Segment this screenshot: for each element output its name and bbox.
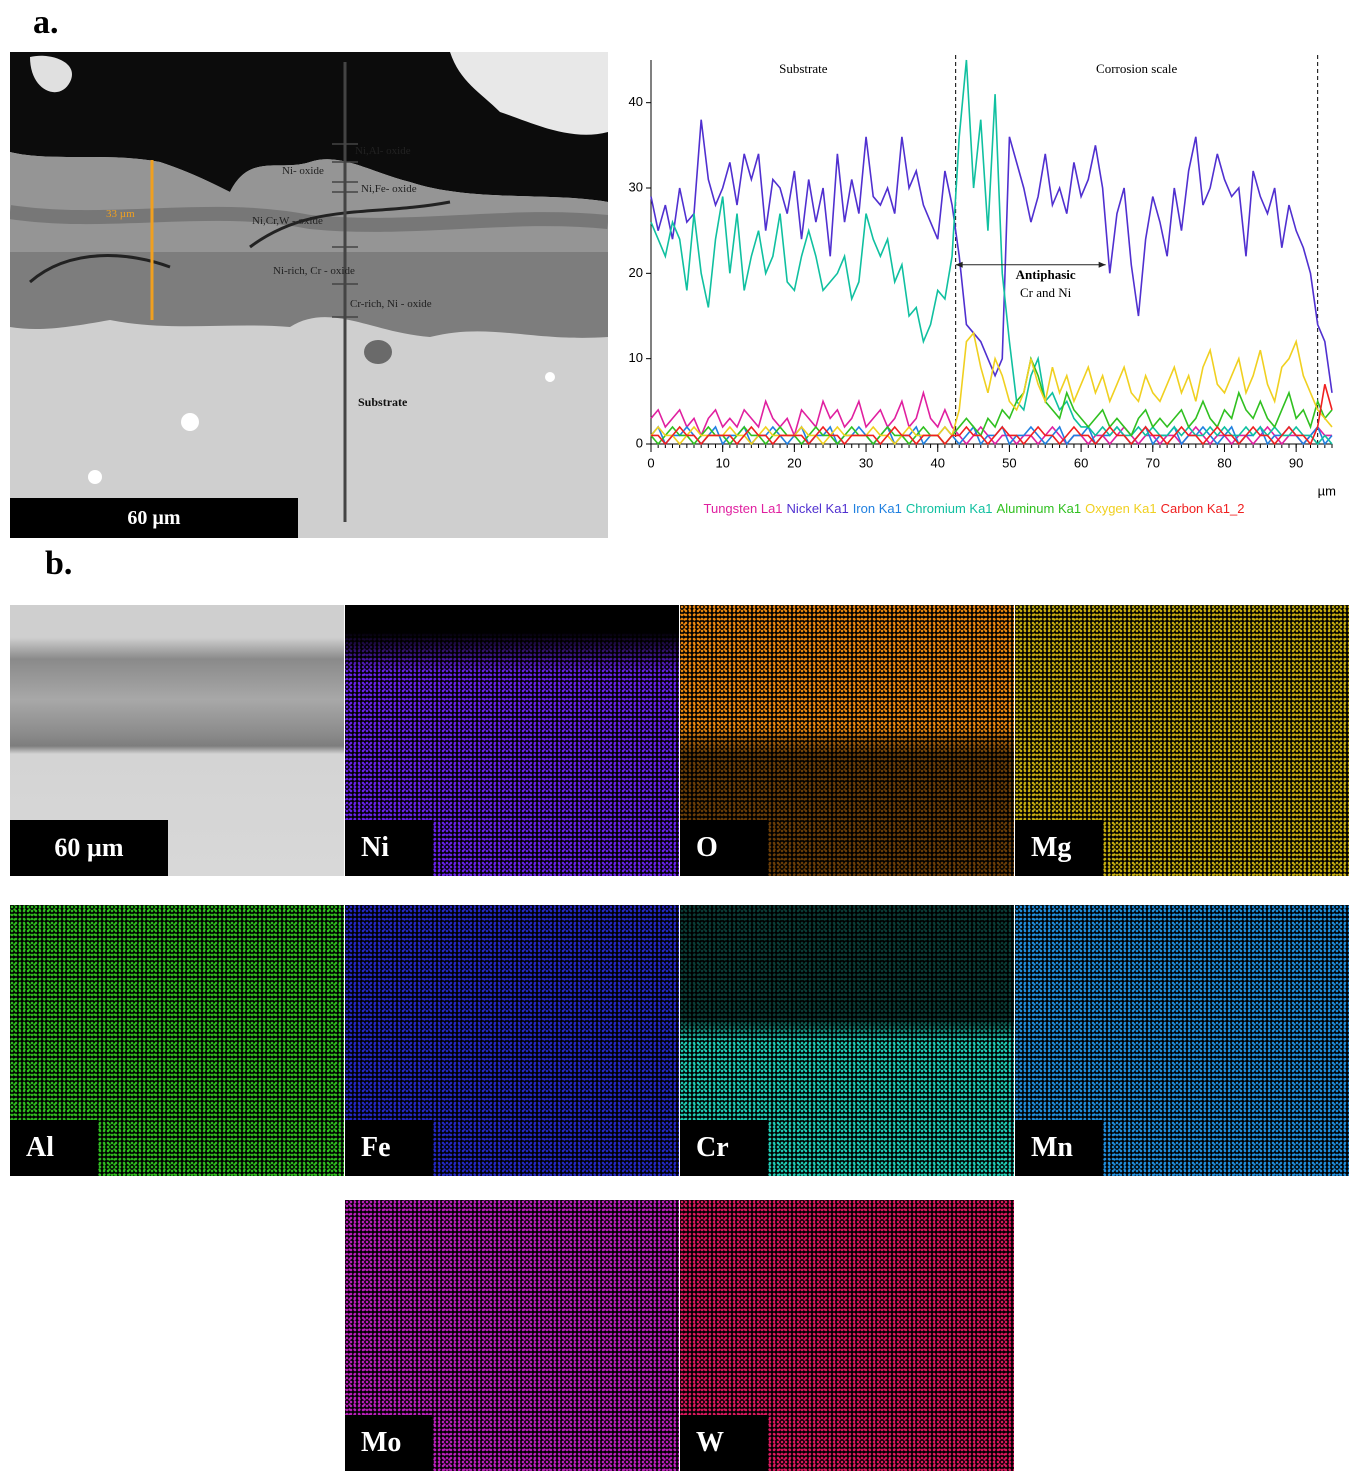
legend-item: Chromium Ka1 [906, 501, 993, 516]
x-tick-label: 50 [1002, 455, 1016, 470]
series-line [650, 59, 1333, 446]
x-tick-label: 20 [787, 455, 801, 470]
element-map: Ni [345, 605, 679, 876]
element-label: Mo [345, 1415, 433, 1471]
legend-item: Carbon Ka1_2 [1161, 501, 1245, 516]
sem-drawing [10, 52, 608, 538]
element-map: O [680, 605, 1014, 876]
y-tick-label: 20 [629, 265, 643, 280]
sem-image: 33 µm Ni,Al- oxide Ni- oxide Ni,Fe- oxid… [10, 52, 608, 538]
element-label: O [680, 820, 768, 876]
x-tick-label: 60 [1074, 455, 1088, 470]
thickness-label: 33 µm [106, 208, 135, 220]
series-line [650, 331, 1333, 446]
x-tick-label: 0 [647, 455, 654, 470]
element-label: Mn [1015, 1120, 1103, 1176]
series-line [650, 119, 1333, 393]
arrow-head [955, 261, 963, 268]
x-tick-label: 70 [1146, 455, 1160, 470]
element-label: Al [10, 1120, 98, 1176]
element-label: W [680, 1415, 768, 1471]
scale-bar: 60 µm [10, 498, 298, 538]
region-label: Corrosion scale [1096, 61, 1177, 76]
layer-label: Ni- oxide [282, 165, 324, 177]
annotation: Cr and Ni [1020, 285, 1072, 300]
element-map: Mn [1015, 905, 1349, 1176]
layer-label: Ni,Fe- oxide [361, 183, 417, 195]
layer-label: Ni,Al- oxide [355, 145, 411, 157]
element-label: Mg [1015, 820, 1103, 876]
x-axis-label: µm [1318, 483, 1336, 498]
series-line [650, 355, 1333, 446]
panel-label: b. [45, 545, 73, 582]
series-line [651, 384, 1333, 446]
panel-label: a. [33, 4, 59, 41]
layer-label: Cr-rich, Ni - oxide [350, 298, 432, 310]
element-map: Mg [1015, 605, 1349, 876]
legend-item: Aluminum Ka1 [997, 501, 1082, 516]
x-tick-label: 40 [931, 455, 945, 470]
x-tick-label: 80 [1217, 455, 1231, 470]
legend-item: Oxygen Ka1 [1085, 501, 1157, 516]
y-tick-label: 40 [629, 94, 643, 109]
element-map: Al [10, 905, 344, 1176]
series-line [650, 389, 1332, 446]
annotation: Antiphasic [1016, 267, 1076, 282]
element-map: Mo [345, 1200, 679, 1471]
layer-label: Ni,Cr,W - oxide [252, 215, 323, 227]
legend: Tungsten La1 Nickel Ka1 Iron Ka1 Chromium K… [704, 501, 1245, 516]
scale-bar: 60 µm [10, 820, 168, 876]
element-label: Cr [680, 1120, 768, 1176]
line-scan-chart: 0 10 20 30 40 0 10 20 30 40 50 60 70 80 90 µm Substrate C… [629, 55, 1336, 516]
y-tick-label: 30 [629, 179, 643, 194]
arrow-head [1098, 261, 1106, 268]
x-tick-label: 90 [1289, 455, 1303, 470]
bse-image: 60 µm [10, 605, 344, 876]
y-tick-label: 10 [629, 350, 643, 365]
legend-item: Tungsten La1 [704, 501, 783, 516]
element-map: Cr [680, 905, 1014, 1176]
layer-label: Ni-rich, Cr - oxide [273, 265, 355, 277]
element-map: Fe [345, 905, 679, 1176]
element-map: W [680, 1200, 1014, 1471]
legend-item: Iron Ka1 [853, 501, 902, 516]
x-tick-label: 10 [715, 455, 729, 470]
substrate-label: Substrate [358, 395, 408, 409]
x-tick-label: 30 [859, 455, 873, 470]
element-label: Ni [345, 820, 433, 876]
element-label: Fe [345, 1120, 433, 1176]
legend-item: Nickel Ka1 [787, 501, 849, 516]
y-tick-label: 0 [636, 435, 643, 450]
region-label: Substrate [779, 61, 828, 76]
